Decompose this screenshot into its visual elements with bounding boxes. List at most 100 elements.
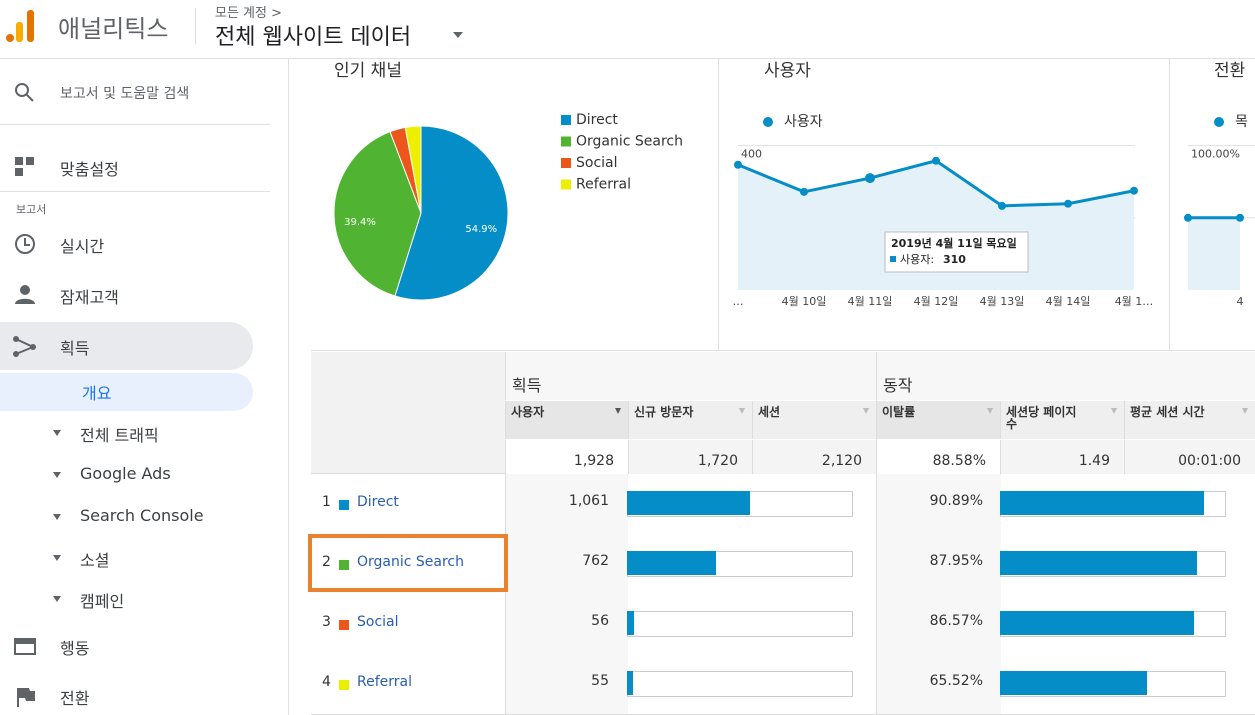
total-cell	[876, 440, 1001, 475]
bounce-bar	[1000, 671, 1147, 695]
conversion-icon	[17, 688, 35, 707]
column-label[interactable]: 이탈률	[882, 405, 916, 419]
nav-item[interactable]: 전체 트래픽	[80, 426, 159, 445]
active-item	[0, 373, 253, 411]
bounce-bar	[1000, 551, 1197, 575]
audience-icon	[15, 298, 35, 304]
icons	[6, 10, 61, 707]
column-label[interactable]: 평균 세션 시간	[1130, 405, 1205, 419]
bounce-value: 65.52%	[929, 673, 983, 689]
legend-swatch	[339, 680, 349, 690]
x-tick-label: …	[733, 295, 744, 308]
bounce-value: 90.89%	[929, 493, 983, 509]
legend-swatch	[339, 560, 349, 570]
caret	[453, 32, 463, 38]
column-header	[505, 401, 629, 439]
column-label[interactable]: 세션	[758, 405, 781, 419]
search-box[interactable]: 보고서 및 도움말 검색	[60, 86, 190, 102]
breadcrumb[interactable]: 모든 계정 >	[215, 6, 282, 21]
column-label[interactable]: 세션당 페이지수	[1006, 405, 1077, 431]
nav-item[interactable]: 소셜	[80, 551, 110, 570]
active-section	[0, 322, 253, 370]
group-label: 동작	[883, 376, 913, 395]
divider	[195, 8, 196, 44]
nav-item[interactable]: 획득	[60, 339, 90, 358]
nav-item[interactable]: 잠재고객	[60, 288, 119, 307]
nav-item[interactable]: Search Console	[80, 506, 204, 525]
point	[1064, 199, 1072, 208]
total-value: 1,720	[697, 453, 738, 469]
card-title: 전환	[1214, 61, 1245, 81]
legend-label: Organic Search	[576, 134, 683, 150]
x-tick-label: 4월 14일	[1046, 294, 1091, 308]
total-value: 2,120	[821, 453, 862, 469]
nav-item[interactable]: 캠페인	[80, 592, 125, 611]
section-label: 보고서	[16, 203, 47, 216]
icon-group	[14, 83, 36, 655]
nav-item[interactable]: 개요	[82, 384, 112, 403]
total-value: 1,928	[573, 453, 614, 469]
tooltip-label: 사용자:	[900, 253, 934, 266]
legend-label: Social	[576, 155, 618, 171]
nav-item[interactable]: Google Ads	[80, 464, 171, 483]
top-bar	[0, 0, 1255, 59]
legend-label: Referral	[576, 177, 631, 193]
sort-arrow	[1111, 408, 1117, 414]
channel-link[interactable]: Direct	[357, 494, 399, 510]
expand-arrow	[53, 555, 61, 561]
expand-arrow	[53, 596, 61, 602]
users-value: 762	[582, 553, 609, 569]
clock-icon	[24, 238, 30, 246]
acquisition-icon	[15, 338, 36, 355]
logo	[27, 10, 34, 42]
column-label[interactable]: 사용자	[511, 405, 545, 419]
product-name: 애널리틱스	[58, 15, 169, 43]
nav-item[interactable]: 맞춤설정	[60, 160, 119, 179]
dropdown-caret[interactable]	[452, 31, 464, 39]
x-tick-label: 4월 1…	[1115, 295, 1154, 308]
legend-dot	[1214, 117, 1224, 127]
area	[1188, 217, 1240, 290]
nav-item[interactable]: 실시간	[60, 237, 105, 256]
card-title: 사용자	[764, 61, 811, 81]
bounce-bar	[1000, 611, 1194, 635]
value-cell	[876, 474, 1001, 534]
nav-item[interactable]: 행동	[60, 639, 90, 658]
bounce-value: 86.57%	[929, 613, 983, 629]
group-header	[505, 352, 1255, 400]
point	[1184, 213, 1192, 222]
data-table: 획득 동작 사용자 1,928 신규 방문자 1,720 세션 2,120 이탈률 88.58% 세…	[311, 352, 1255, 715]
channel-link[interactable]: Referral	[357, 674, 412, 690]
sort-arrow	[1242, 408, 1248, 414]
users-bar	[627, 611, 634, 635]
users-value: 55	[591, 673, 609, 689]
x-tick-label: 4월 12일	[914, 294, 959, 308]
tooltip-title: 2019년 4월 11일 목요일	[891, 236, 1017, 250]
sort-arrow	[739, 408, 745, 414]
pie-slice	[404, 125, 422, 214]
card-title: 인기 채널	[334, 61, 402, 81]
view-selector[interactable]: 전체 웹사이트 데이터	[215, 25, 412, 50]
rank: 4	[322, 674, 331, 690]
legend-swatch	[339, 620, 349, 630]
card	[311, 58, 719, 351]
value-cell	[505, 654, 628, 714]
channel-link[interactable]: Social	[357, 614, 399, 630]
column-header	[1000, 401, 1125, 439]
value-cell	[505, 474, 628, 534]
column-header	[876, 401, 1001, 439]
channel-link[interactable]: Organic Search	[357, 554, 465, 570]
nav-item[interactable]: 전환	[60, 689, 90, 708]
custom-icon	[26, 157, 34, 165]
pie-slice	[333, 131, 422, 297]
tooltip-swatch	[890, 256, 896, 262]
search-icon	[25, 93, 34, 102]
point	[734, 160, 742, 169]
group-label: 획득	[512, 376, 542, 395]
legend-label: 목	[1235, 114, 1248, 130]
point	[800, 187, 808, 196]
tooltip	[884, 231, 1029, 273]
value-cell	[876, 534, 1001, 594]
column-label[interactable]: 신규 방문자	[634, 405, 694, 419]
